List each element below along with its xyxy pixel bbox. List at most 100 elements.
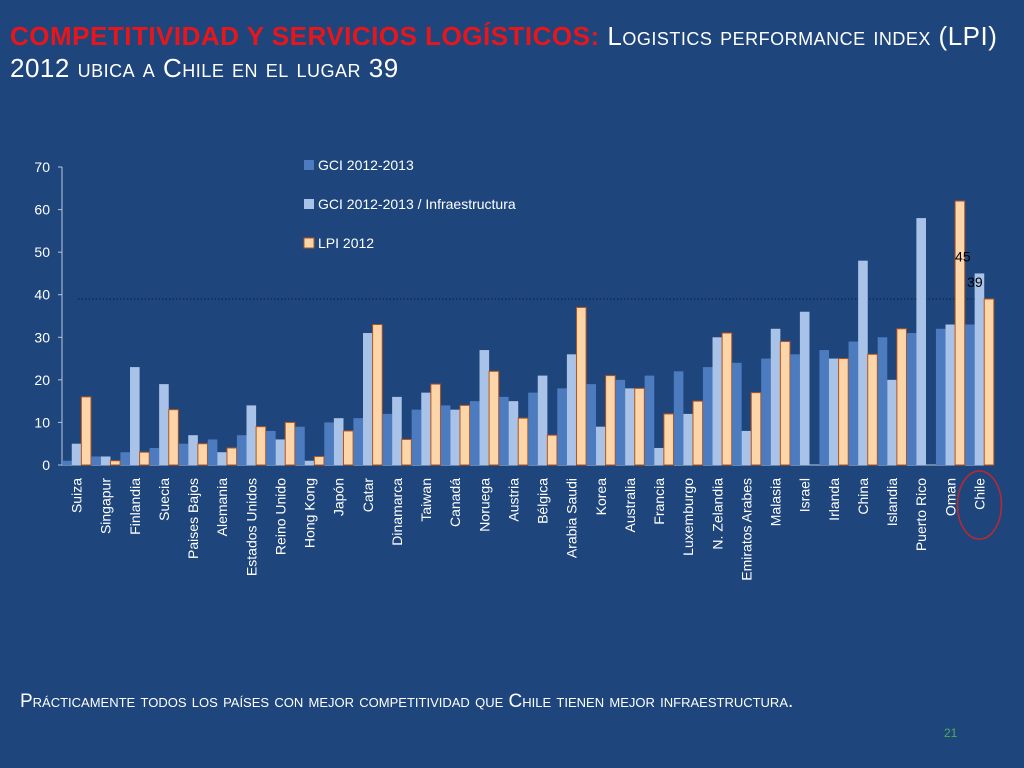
x-category-label: Islandia — [884, 478, 900, 526]
bar-infra — [654, 447, 664, 465]
bar-lpi — [634, 387, 645, 466]
x-category-label: Alemania — [214, 478, 230, 537]
bar-lpi — [954, 200, 966, 466]
bar-infra — [479, 350, 490, 465]
bar-lpi — [575, 306, 587, 466]
x-category-label: Estados Unidos — [243, 478, 259, 576]
bar-gci — [673, 371, 684, 465]
bar-infra — [450, 409, 460, 465]
bar-infra — [363, 333, 373, 465]
x-category-label: Chile — [971, 478, 987, 510]
bar-lpi — [983, 298, 995, 466]
bar-gci — [266, 430, 276, 465]
bar-infra — [974, 273, 985, 465]
x-category-label: Arabia Saudi — [564, 478, 580, 558]
bar-lpi — [663, 413, 674, 466]
x-category-label: Noruega — [476, 478, 492, 532]
bar-infra — [508, 401, 519, 465]
bar-gci — [499, 396, 509, 465]
bar-gci — [877, 337, 888, 465]
bar-lpi — [459, 404, 471, 466]
y-tick-label: 50 — [34, 244, 50, 260]
x-category-label: Paises Bajos — [185, 478, 201, 559]
y-tick-label: 40 — [34, 287, 50, 303]
bar-gci — [382, 413, 393, 465]
bar-lpi — [896, 328, 907, 466]
bar-lpi — [109, 460, 121, 466]
bar-infra — [683, 413, 693, 465]
x-category-label: Malasia — [768, 478, 784, 526]
y-tick-label: 0 — [42, 457, 50, 473]
x-category-label: Israel — [797, 478, 813, 512]
bar-gci — [149, 447, 160, 465]
bar-infra — [246, 405, 257, 465]
legend-label: GCI 2012-2013 — [318, 157, 414, 173]
bar-lpi — [546, 434, 558, 466]
bar-lpi — [255, 426, 267, 466]
bar-infra — [130, 367, 140, 465]
y-tick-label: 30 — [34, 329, 50, 345]
bar-infra — [625, 388, 635, 465]
bar-lpi — [372, 324, 383, 466]
bar-lpi — [80, 396, 92, 466]
x-category-label: Finlandia — [127, 478, 143, 535]
bar-gci — [790, 354, 800, 465]
bar-gci — [353, 418, 364, 465]
legend-swatch — [304, 160, 314, 170]
x-category-label: Irlanda — [826, 478, 842, 521]
bar-infra — [741, 430, 752, 465]
x-category-label: Luxemburgo — [680, 478, 696, 556]
x-category-label: Japón — [331, 478, 347, 516]
bar-gci — [120, 452, 131, 465]
bar-gci — [62, 460, 72, 465]
bar-lpi — [401, 438, 412, 466]
bar-infra — [188, 435, 198, 465]
bar-lpi — [342, 430, 354, 466]
bar-lpi — [226, 447, 238, 466]
bar-infra — [333, 418, 344, 465]
bar-infra — [858, 260, 868, 465]
bar-gci — [207, 439, 218, 465]
bar-gci — [557, 388, 567, 465]
bar-infra — [421, 392, 431, 465]
bar-infra — [392, 396, 402, 465]
x-category-label: Bélgica — [535, 478, 551, 524]
x-category-label: Hong Kong — [302, 478, 318, 548]
bar-lpi — [750, 392, 762, 466]
bar-infra — [217, 452, 227, 465]
bar-gci — [935, 328, 946, 465]
bar-gci — [440, 405, 451, 465]
bar-lpi — [313, 455, 325, 466]
x-category-label: Catar — [360, 478, 376, 513]
legend-swatch — [303, 237, 315, 249]
bar-lpi — [517, 417, 529, 466]
bar-gci — [178, 443, 189, 465]
bar-gci — [411, 409, 422, 465]
bar-lpi — [692, 400, 704, 466]
data-label-lpi-chile: 39 — [967, 274, 983, 290]
bar-gci — [469, 401, 480, 465]
y-tick-label: 10 — [34, 414, 50, 430]
x-category-label: Reino Unido — [272, 478, 288, 555]
x-category-label: Austria — [505, 478, 521, 522]
x-category-label: Francia — [651, 478, 667, 525]
bar-lpi — [488, 370, 500, 466]
bar-gci — [732, 362, 742, 465]
bar-infra — [596, 426, 606, 465]
x-category-label: China — [855, 478, 871, 515]
x-category-label: Suecia — [156, 478, 172, 521]
bar-gci — [236, 435, 247, 465]
footer-note: Prácticamente todos los países con mejor… — [20, 691, 794, 712]
bar-lpi — [430, 383, 441, 466]
bar-lpi — [867, 353, 878, 466]
x-category-label: N. Zelandia — [709, 478, 725, 550]
bar-infra — [304, 460, 315, 465]
bar-gci — [702, 367, 713, 465]
bar-lpi — [838, 358, 849, 466]
bar-infra — [712, 337, 723, 465]
bar-lpi — [721, 332, 733, 466]
bar-infra — [829, 358, 839, 465]
bar-infra — [100, 456, 111, 465]
bar-gci — [761, 358, 771, 465]
bar-infra — [770, 328, 781, 465]
